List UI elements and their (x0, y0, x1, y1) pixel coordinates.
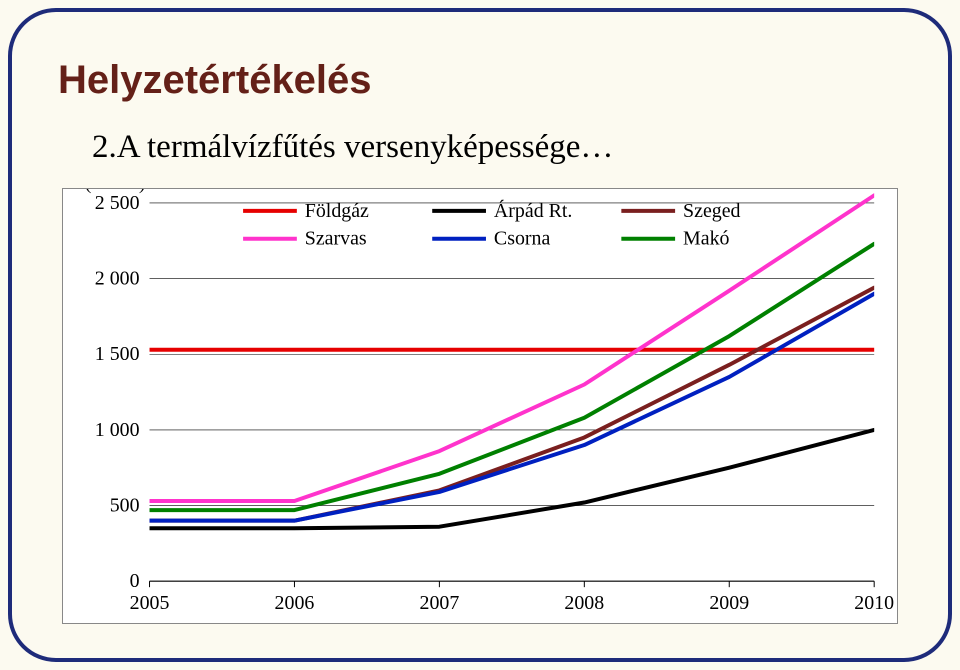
legend-label: Szarvas (305, 228, 367, 250)
svg-text:1 500: 1 500 (95, 343, 140, 365)
legend-label: Szeged (683, 200, 740, 222)
legend-label: Földgáz (305, 200, 369, 222)
svg-text:0: 0 (130, 570, 140, 592)
line-chart: 0 500 1 000 1 500 2 000 2 500(Ft/MJ) 2005 2006 2… (62, 188, 898, 624)
svg-text:2 000: 2 000 (95, 268, 140, 290)
svg-text:2 500: 2 500 (95, 192, 140, 214)
svg-text:2007: 2007 (419, 592, 459, 614)
svg-text:(Ft/MJ): (Ft/MJ) (85, 189, 146, 194)
legend-label: Árpád Rt. (494, 199, 572, 222)
page-title: Helyzetértékelés (58, 58, 372, 103)
series-szeged (150, 288, 875, 521)
series-csorna (150, 294, 875, 521)
svg-text:500: 500 (110, 495, 140, 517)
svg-text:2008: 2008 (564, 592, 604, 614)
legend-label: Makó (683, 228, 729, 250)
svg-text:1 000: 1 000 (95, 419, 140, 441)
svg-text:2005: 2005 (130, 592, 170, 614)
legend-label: Csorna (494, 228, 551, 250)
svg-text:2009: 2009 (709, 592, 749, 614)
page-subtitle: 2.A termálvízfűtés versenyképessége… (92, 129, 613, 166)
svg-text:2010: 2010 (854, 592, 894, 614)
svg-text:2006: 2006 (275, 592, 315, 614)
